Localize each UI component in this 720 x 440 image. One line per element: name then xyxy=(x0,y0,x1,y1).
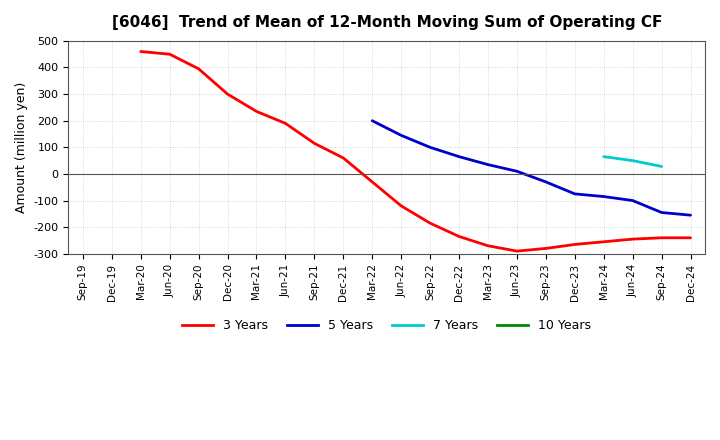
Y-axis label: Amount (million yen): Amount (million yen) xyxy=(15,82,28,213)
Title: [6046]  Trend of Mean of 12-Month Moving Sum of Operating CF: [6046] Trend of Mean of 12-Month Moving … xyxy=(112,15,662,30)
Legend: 3 Years, 5 Years, 7 Years, 10 Years: 3 Years, 5 Years, 7 Years, 10 Years xyxy=(177,314,596,337)
